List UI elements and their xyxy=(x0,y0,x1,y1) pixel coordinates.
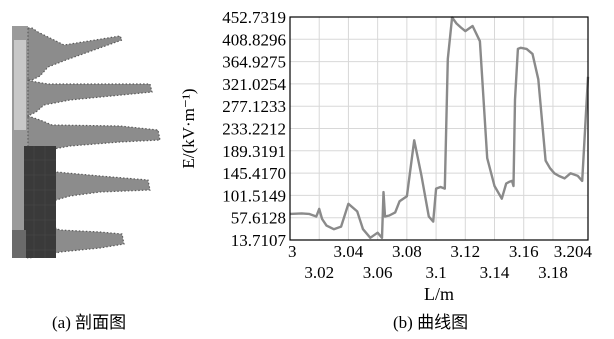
chart-panel: 452.7319 408.8296 364.9275 321.0254 277.1233… xyxy=(179,8,593,304)
plot-frame xyxy=(289,16,589,241)
field-strength-curve xyxy=(289,16,590,239)
caption-section-view: (a) 剖面图 xyxy=(52,313,127,332)
x-tick-labels: 3 3.04 3.08 3.12 3.16 3.204 3.02 3.06 3.1 3.14 3.1… xyxy=(288,242,593,282)
y-tick-labels: 452.7319 408.8296 364.9275 321.0254 277.1233… xyxy=(222,8,286,250)
shed-2 xyxy=(27,79,153,117)
y-axis-label: E/(kV·m⁻¹) xyxy=(179,88,198,168)
x-tick-label: 3 xyxy=(288,242,297,261)
shed-1 xyxy=(27,27,123,81)
caption-curve-plot: (b) 曲线图 xyxy=(393,313,469,332)
y-tick-label: 57.6128 xyxy=(231,209,286,228)
shed-3 xyxy=(27,115,161,162)
y-tick-label: 321.0254 xyxy=(222,75,286,94)
y-tick-label: 101.5149 xyxy=(222,186,286,205)
fitting-mesh xyxy=(24,146,56,258)
core-highlight xyxy=(14,40,26,130)
x-tick-label: 3.02 xyxy=(304,263,334,282)
x-tick-label: 3.14 xyxy=(480,263,510,282)
metal-fitting xyxy=(24,146,56,258)
y-tick-label: 233.2212 xyxy=(222,120,286,139)
x-tick-label: 3.16 xyxy=(509,242,539,261)
y-tick-label: 145.4170 xyxy=(222,164,286,183)
y-tick-label: 364.9275 xyxy=(222,53,286,72)
fitting-edge xyxy=(12,230,26,258)
x-tick-label: 3.08 xyxy=(392,242,422,261)
y-tick-label: 452.7319 xyxy=(222,8,286,27)
x-tick-label: 3.04 xyxy=(334,242,364,261)
x-tick-label: 3.204 xyxy=(554,242,593,261)
y-tick-label: 408.8296 xyxy=(222,30,286,49)
x-tick-label: 3.1 xyxy=(425,263,446,282)
x-tick-label: 3.18 xyxy=(538,263,568,282)
x-tick-label: 3.06 xyxy=(363,263,393,282)
cross-section-panel xyxy=(12,26,161,259)
y-tick-label: 277.1233 xyxy=(222,97,286,116)
x-tick-label: 3.12 xyxy=(450,242,480,261)
y-tick-label: 13.7107 xyxy=(231,231,287,250)
x-axis-label: L/m xyxy=(424,284,454,304)
y-tick-label: 189.3191 xyxy=(222,142,286,161)
